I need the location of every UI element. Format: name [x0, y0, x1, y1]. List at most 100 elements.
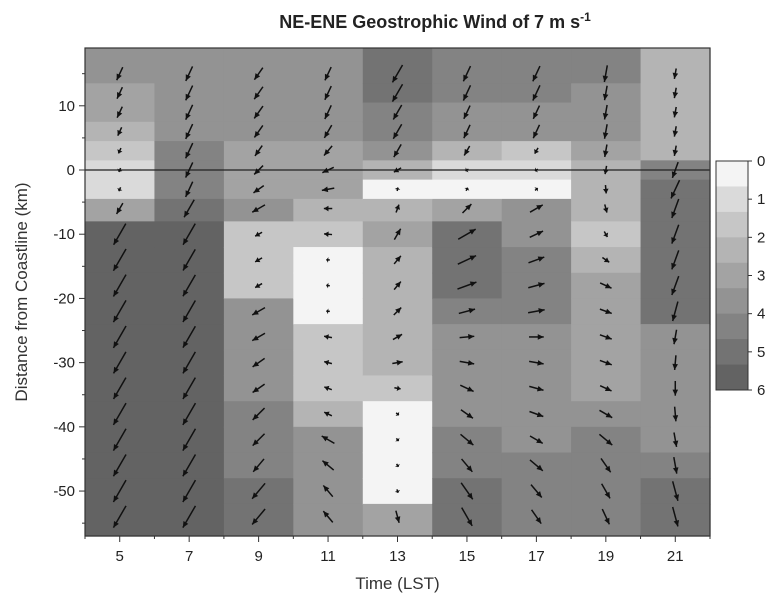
heatmap-cell: [223, 48, 294, 84]
wind-vector: [391, 83, 404, 103]
heatmap-cell: [223, 198, 294, 222]
heatmap-cell: [154, 503, 225, 537]
wind-vector: [112, 325, 127, 349]
wind-vector: [323, 411, 333, 417]
wind-vector: [462, 65, 472, 82]
wind-vector: [603, 204, 609, 213]
wind-vector: [458, 307, 476, 315]
wind-vector: [672, 126, 679, 137]
wind-vector: [184, 181, 194, 198]
wind-vector: [184, 142, 194, 159]
wind-vector: [117, 187, 123, 192]
heatmap-cell: [223, 503, 294, 537]
wind-vector: [324, 105, 332, 120]
wind-vector: [116, 66, 124, 81]
wind-vector: [670, 179, 681, 199]
wind-vector: [393, 143, 402, 158]
wind-vector: [529, 385, 544, 392]
heatmap-cell: [154, 48, 225, 84]
wind-vector: [112, 454, 127, 477]
y-tick-label: -50: [53, 483, 75, 500]
heatmap-cell: [85, 503, 156, 537]
wind-vector: [460, 458, 473, 473]
wind-vector: [252, 357, 266, 368]
heatmap-cell: [432, 48, 503, 84]
wind-vector: [393, 307, 402, 316]
wind-vector: [599, 308, 613, 315]
wind-vector: [671, 481, 680, 501]
wind-vector: [601, 508, 611, 525]
wind-vector: [112, 377, 127, 400]
wind-vector: [112, 223, 127, 246]
wind-vector: [321, 186, 335, 193]
wind-vector: [251, 508, 266, 525]
wind-vector: [254, 145, 263, 157]
wind-vector: [527, 308, 545, 314]
wind-vector: [464, 187, 470, 192]
wind-vector: [459, 360, 475, 366]
wind-vector: [603, 185, 609, 194]
wind-vector: [602, 65, 609, 83]
wind-vector: [463, 145, 471, 156]
wind-vector: [182, 402, 197, 426]
wind-vector: [529, 230, 544, 238]
wind-vector: [252, 383, 266, 394]
wind-vector: [534, 187, 539, 192]
wind-vector: [251, 332, 266, 342]
wind-vector: [112, 351, 127, 374]
y-axis: 10 0 -10 -20 -30 -40 -50: [53, 73, 85, 524]
wind-vector: [112, 274, 127, 297]
wind-vector: [599, 359, 613, 366]
colorbar-band: [716, 237, 748, 264]
x-tick-label: 17: [528, 548, 545, 565]
wind-vector: [671, 198, 680, 219]
wind-vector: [392, 104, 403, 120]
wind-vector: [532, 105, 541, 120]
wind-vector: [182, 377, 197, 400]
chart-title: NE-ENE Geostrophic Wind of 7 m s-1: [279, 10, 591, 32]
wind-vector: [324, 231, 333, 238]
wind-vector: [252, 458, 265, 473]
x-tick-label: 21: [667, 548, 684, 565]
x-tick-label: 13: [389, 548, 406, 565]
wind-vector: [185, 85, 194, 101]
wind-vector: [529, 360, 544, 366]
wind-vector: [182, 479, 197, 503]
wind-vector: [391, 64, 404, 83]
wind-vector: [116, 86, 124, 99]
wind-vector: [322, 166, 335, 174]
x-tick-label: 19: [597, 548, 614, 565]
heatmap-cell: [85, 48, 156, 84]
wind-vector: [459, 384, 474, 393]
wind-vector: [671, 161, 679, 179]
wind-vector: [112, 299, 127, 323]
wind-vector: [603, 165, 609, 175]
x-tick-label: 9: [254, 548, 262, 565]
wind-vector: [671, 250, 680, 270]
wind-vector: [529, 204, 544, 213]
heatmap-cells: [85, 48, 711, 537]
colorbar-band: [716, 364, 748, 391]
wind-vector: [253, 105, 264, 119]
wind-vector: [393, 167, 402, 173]
wind-vector: [254, 282, 263, 289]
wind-vector: [323, 334, 333, 340]
wind-vector: [117, 167, 123, 173]
wind-vector: [598, 433, 613, 446]
y-tick-label: -20: [53, 290, 75, 307]
wind-vector: [253, 86, 264, 100]
chart-title-superscript: -1: [580, 10, 591, 24]
wind-vector: [253, 165, 264, 175]
wind-vector: [528, 256, 545, 264]
wind-vector: [112, 428, 127, 451]
wind-vector: [394, 489, 401, 493]
colorbar-band: [716, 161, 748, 187]
wind-vector: [253, 185, 265, 194]
wind-vector: [530, 509, 542, 525]
wind-vector: [252, 433, 266, 447]
wind-vector: [117, 126, 123, 136]
x-tick-label: 5: [116, 548, 124, 565]
wind-vector: [603, 144, 609, 158]
colorbar-tick-label: 1: [757, 191, 765, 208]
wind-vector: [603, 231, 609, 238]
